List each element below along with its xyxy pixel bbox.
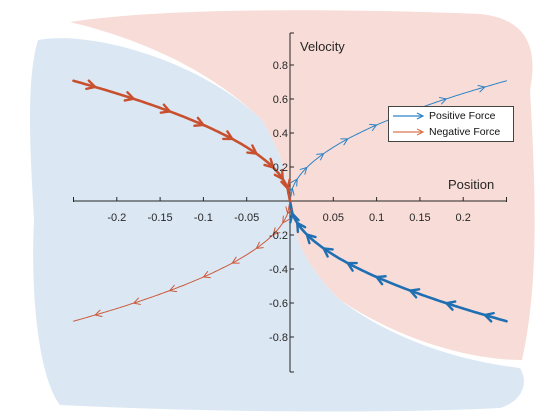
direction-arrow — [445, 300, 457, 311]
direction-arrow — [299, 166, 308, 175]
x-tick-label: -0.15 — [148, 212, 173, 224]
direction-arrow — [483, 311, 495, 323]
x-tick-label: 0.15 — [409, 212, 430, 224]
direction-arrow — [322, 247, 334, 258]
x-tick-label: -0.05 — [234, 212, 259, 224]
direction-arrow — [246, 144, 258, 155]
direction-arrow — [305, 233, 317, 245]
x-tick-label: 0.05 — [323, 212, 344, 224]
direction-arrow — [346, 261, 358, 272]
direction-arrow — [272, 227, 281, 236]
series-line — [73, 200, 291, 322]
direction-arrow — [123, 91, 135, 102]
legend: Positive Force Negative Force — [388, 106, 514, 142]
legend-item-positive-force: Positive Force — [392, 108, 496, 124]
y-tick-label: -0.4 — [269, 264, 288, 276]
background-regions — [30, 10, 535, 412]
direction-arrow — [202, 270, 211, 279]
y-tick-label: -0.2 — [269, 230, 288, 242]
y-tick-label: 0.2 — [273, 162, 288, 174]
direction-arrow — [290, 178, 298, 187]
direction-arrow — [133, 297, 142, 305]
direction-arrow — [285, 206, 293, 215]
direction-arrow — [255, 241, 264, 249]
series-negative-force-thick — [72, 79, 292, 203]
x-tick-label: 0.1 — [369, 212, 384, 224]
direction-arrow — [231, 256, 240, 264]
direction-arrow — [289, 212, 300, 224]
x-tick-label: -0.1 — [194, 212, 213, 224]
y-tick-label: 0.8 — [273, 60, 288, 72]
direction-arrow — [85, 79, 97, 91]
negative-force-region — [70, 10, 535, 361]
x-tick-label: -0.2 — [107, 212, 126, 224]
direction-arrow — [296, 221, 307, 234]
direction-arrow — [169, 284, 178, 293]
legend-label: Positive Force — [429, 110, 496, 122]
direction-arrow — [193, 116, 205, 127]
direction-arrow — [369, 123, 378, 132]
direction-arrow — [316, 153, 325, 161]
direction-arrow — [280, 178, 291, 190]
direction-arrow — [273, 168, 284, 181]
y-tick-label: -0.8 — [269, 332, 288, 344]
y-axis-label: Velocity — [300, 39, 345, 54]
direction-arrow — [375, 275, 387, 286]
direction-arrow — [159, 103, 171, 114]
x-tick-label: 0.2 — [456, 212, 471, 224]
series-positive-force-thick — [288, 199, 508, 323]
legend-arrow-icon — [393, 112, 425, 120]
direction-arrow — [438, 97, 447, 105]
direction-arrow — [477, 84, 486, 93]
y-tick-label: 0.6 — [273, 94, 288, 106]
direction-arrow — [263, 157, 275, 169]
positive-force-region — [30, 38, 524, 412]
tick-labels: -0.2 -0.15 -0.1 -0.05 0.05 0.1 0.15 0.2 -0.8 -0.6… — [107, 60, 471, 344]
x-axis-label: Position — [448, 177, 494, 192]
legend-arrow-icon — [393, 128, 425, 136]
series-line — [72, 79, 292, 203]
direction-arrow — [282, 215, 290, 224]
series-line — [288, 199, 508, 323]
direction-arrow — [340, 138, 349, 146]
y-tick-label: 0.4 — [273, 128, 288, 140]
direction-arrow — [409, 288, 421, 299]
legend-item-negative-force: Negative Force — [392, 124, 500, 140]
y-tick-label: -0.6 — [269, 298, 288, 310]
direction-arrow — [94, 309, 103, 318]
legend-label: Negative Force — [429, 126, 501, 138]
series-negative-force-thin — [73, 200, 293, 322]
direction-arrow — [222, 130, 234, 141]
